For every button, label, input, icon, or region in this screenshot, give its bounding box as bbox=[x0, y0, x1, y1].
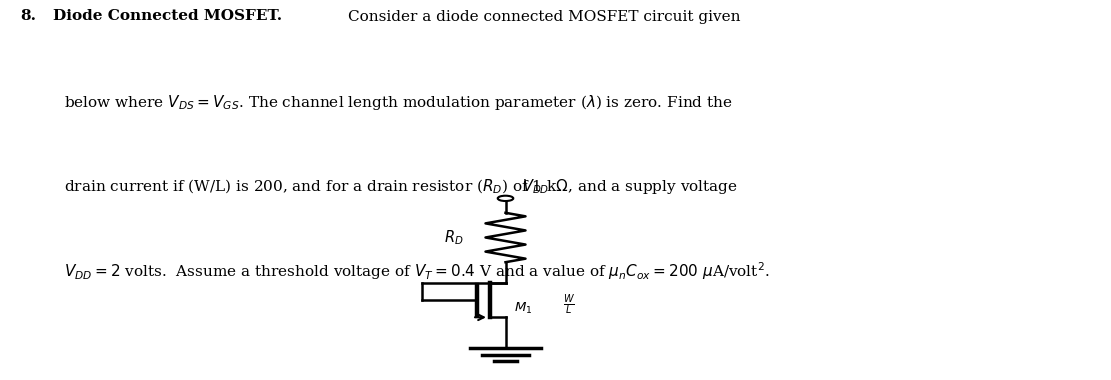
Text: 8.: 8. bbox=[20, 10, 36, 24]
Text: Diode Connected MOSFET.: Diode Connected MOSFET. bbox=[53, 10, 282, 24]
Text: below where $V_{DS} = V_{GS}$. The channel length modulation parameter ($\lambda: below where $V_{DS} = V_{GS}$. The chann… bbox=[64, 93, 733, 112]
Text: drain current if (W/L) is 200, and for a drain resistor ($R_D$) of 1 k$\Omega$, : drain current if (W/L) is 200, and for a… bbox=[64, 177, 739, 196]
Text: $M_1$: $M_1$ bbox=[514, 301, 533, 316]
Text: $V_{DD} = 2$ volts.  Assume a threshold voltage of $V_T = 0.4$ V and a value of : $V_{DD} = 2$ volts. Assume a threshold v… bbox=[64, 260, 770, 282]
Text: $R_D$: $R_D$ bbox=[444, 228, 464, 247]
Text: $\frac{W}{L}$: $\frac{W}{L}$ bbox=[563, 293, 575, 317]
Text: $V_{DD}$: $V_{DD}$ bbox=[522, 178, 550, 196]
Text: Consider a diode connected MOSFET circuit given: Consider a diode connected MOSFET circui… bbox=[348, 10, 740, 24]
